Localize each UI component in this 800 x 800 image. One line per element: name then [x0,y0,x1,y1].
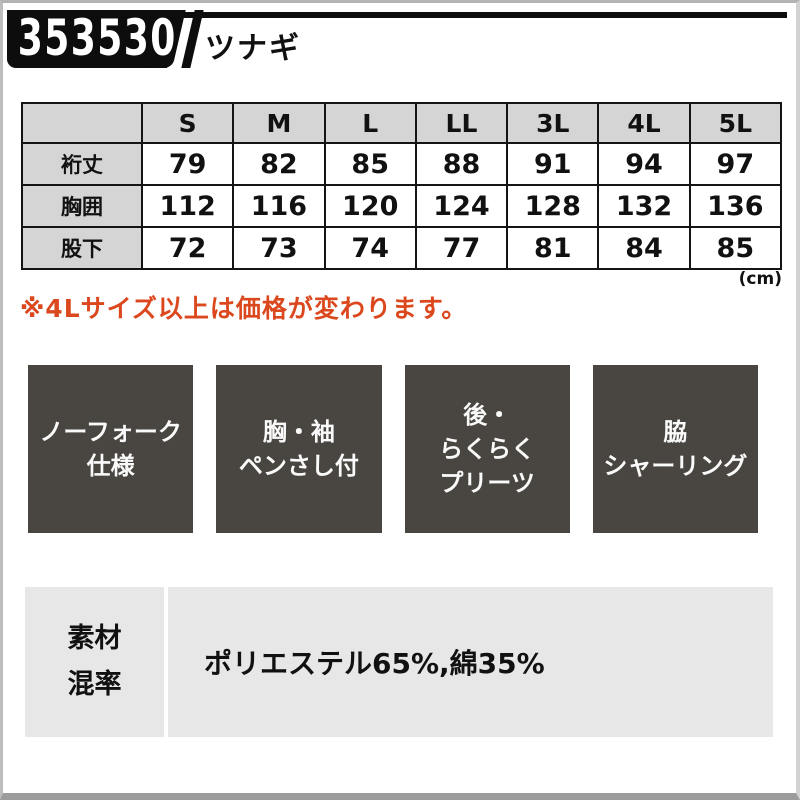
badge-slash-sliver [181,10,204,68]
size-col-header: 4L [597,102,691,144]
size-row-label: 胸囲 [21,184,143,228]
size-col-header: 3L [506,102,600,144]
size-cell: 120 [323,184,417,228]
material-label: 素材 混率 [25,587,164,737]
feature-box-label: ノーフォーク [39,418,182,446]
size-cell: 88 [414,142,509,186]
feature-box-label: 後・ [463,401,512,429]
size-cell: 97 [688,142,783,186]
feature-box-side-shirring: 脇 シャーリング [592,365,758,533]
feature-box-label: シャーリング [603,452,748,480]
size-table-corner-cell [21,102,143,144]
size-col-header: S [140,102,235,144]
size-cell: 136 [688,184,783,228]
feature-box-back-pleats: 後・ らくらく プリーツ [404,365,570,533]
size-table-header-row: S M L LL 3L 4L 5L [21,102,783,144]
size-cell: 82 [232,142,326,186]
feature-box-label: 仕様 [86,452,135,480]
feature-box-label: ペンさし付 [238,452,359,480]
size-cell: 79 [140,142,235,186]
size-cell: 112 [140,184,235,228]
size-cell: 85 [688,226,783,270]
size-cell: 73 [232,226,326,270]
size-col-header: L [323,102,417,144]
feature-box-label: 脇 [663,418,688,446]
size-cell: 72 [140,226,235,270]
feature-box-label: 胸・袖 [262,418,335,446]
size-table-row-yukitake: 裄丈 79 82 85 88 91 94 97 [21,142,783,186]
size-col-header: 5L [688,102,783,144]
size-cell: 74 [323,226,417,270]
size-row-label: 裄丈 [21,142,143,186]
size-cell: 84 [597,226,691,270]
material-label-line: 素材 [67,623,122,654]
size-col-header: LL [414,102,509,144]
size-cell: 81 [506,226,600,270]
size-cell: 94 [597,142,691,186]
feature-box-label: らくらく [439,435,536,463]
size-cell: 91 [506,142,600,186]
size-table-row-kyoui: 胸囲 112 116 120 124 128 132 136 [21,184,783,228]
feature-box-label: プリーツ [439,469,535,497]
size-table-row-matashita: 股下 72 73 74 77 81 84 85 [21,226,783,270]
size-cell: 124 [414,184,509,228]
size-cell: 128 [506,184,600,228]
product-code: 353530 [17,9,177,67]
material-label-line: 混率 [67,669,122,700]
size-cell: 77 [414,226,509,270]
size-row-label: 股下 [21,226,143,270]
size-cell: 132 [597,184,691,228]
size-col-header: M [232,102,326,144]
feature-box-norfolk: ノーフォーク 仕様 [28,365,194,533]
product-code-badge: 353530 [7,9,177,68]
material-value: ポリエステル65%,綿35% [204,647,545,680]
size-cell: 85 [323,142,417,186]
product-name: ツナギ [205,31,301,66]
size-table: S M L LL 3L 4L 5L 裄丈 79 82 85 88 91 94 9… [21,102,783,270]
unit-note: (cm) [738,269,782,289]
size-cell: 116 [232,184,326,228]
feature-box-pen-holder: 胸・袖 ペンさし付 [216,365,382,533]
material-value-box: ポリエステル65%,綿35% [168,587,773,737]
header-rule [7,12,787,18]
feature-box-row: ノーフォーク 仕様 胸・袖 ペンさし付 後・ らくらく プリーツ 脇 シャーリン… [28,365,758,533]
price-note: ※4Lサイズ以上は価格が変わります。 [20,294,468,323]
